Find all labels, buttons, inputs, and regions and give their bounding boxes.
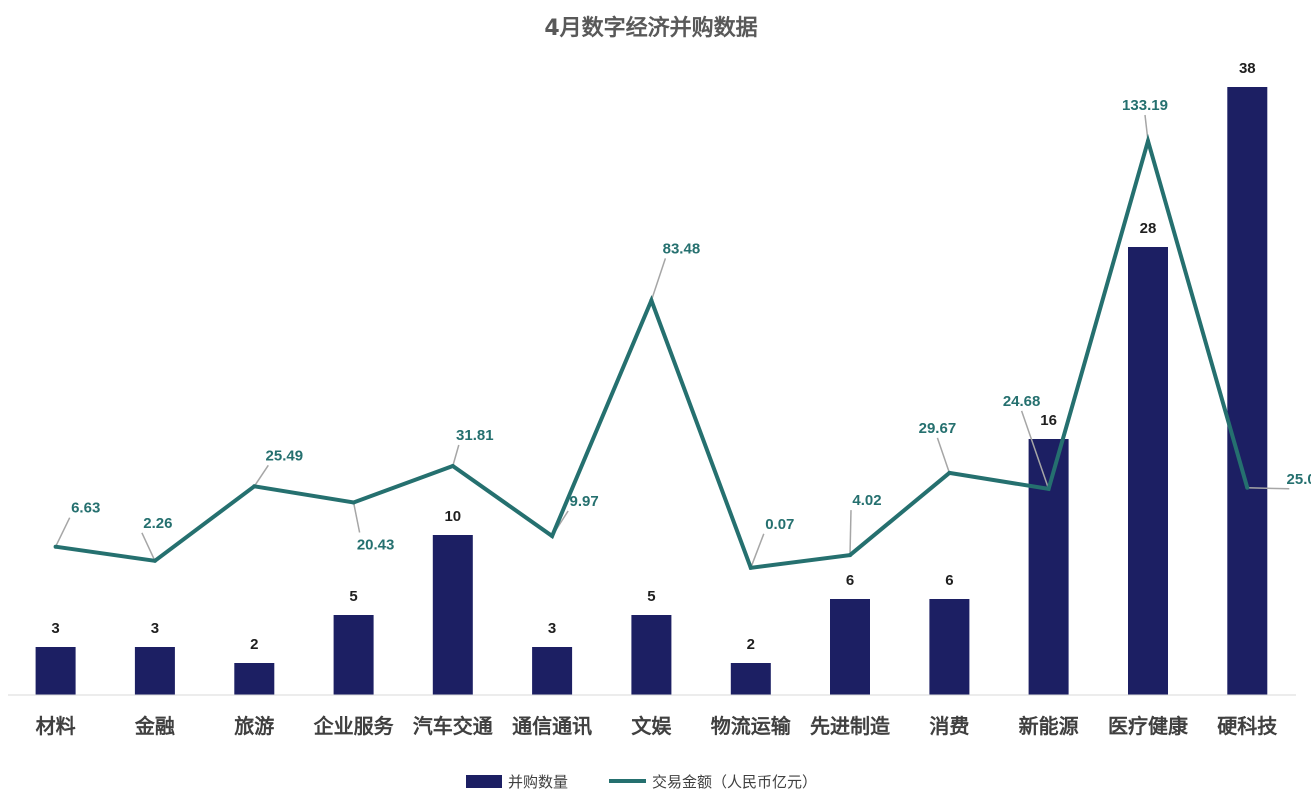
line-data-label: 24.68: [1003, 393, 1041, 410]
line-data-label: 133.19: [1122, 97, 1168, 114]
line-point: [450, 464, 455, 468]
line-data-label: 25.49: [266, 447, 304, 464]
label-leader-line: [54, 517, 71, 548]
line-point: [351, 500, 356, 505]
line-point: [252, 484, 257, 489]
line-point: [848, 553, 852, 558]
bar-data-label: 3: [548, 620, 556, 637]
category-label: 消费: [929, 714, 969, 738]
line-point: [53, 544, 58, 549]
line-series: [53, 133, 1250, 570]
line-data-label: 0.07: [765, 516, 794, 533]
category-label: 旅游: [234, 714, 274, 738]
category-label: 文娱: [631, 714, 672, 738]
bar-data-label: 16: [1040, 412, 1057, 429]
legend: 并购数量 交易金额（人民币亿元）: [466, 773, 817, 791]
bar: [1128, 247, 1168, 695]
bar-data-label: 6: [846, 572, 854, 589]
bar: [432, 535, 473, 695]
category-label: 通信通讯: [512, 714, 592, 738]
bar: [1227, 87, 1268, 695]
legend-line-label: 交易金额（人民币亿元）: [652, 773, 817, 791]
bar-data-label: 28: [1140, 220, 1157, 237]
line-point: [649, 298, 654, 303]
bar-data-label: 38: [1239, 60, 1256, 77]
line-point: [1245, 485, 1250, 490]
label-leader-line: [750, 533, 765, 569]
line-data-label: 20.43: [357, 537, 395, 554]
line-data-label: 4.02: [852, 492, 881, 509]
bar: [830, 599, 870, 695]
bar-data-labels: 3 3 2 5 10 3 5 2 6 6 16 28 38: [51, 60, 1255, 653]
bar: [234, 663, 275, 695]
category-label: 材料: [36, 714, 76, 738]
category-labels: 材料 金融 旅游 企业服务 汽车交通 通信通讯 文娱 物流运输 先进制造 消费 新能源 医疗健康 硬科技: [36, 714, 1279, 738]
line-data-label: 2.26: [143, 515, 172, 532]
label-leader-line: [141, 532, 156, 562]
line-data-label: 29.67: [919, 420, 957, 437]
line-data-label: 83.48: [663, 240, 701, 257]
line-data-label: 9.97: [569, 493, 598, 510]
line-point: [152, 558, 157, 563]
category-label: 金融: [134, 714, 175, 738]
category-label: 医疗健康: [1108, 714, 1189, 738]
bar: [134, 647, 175, 695]
category-label: 物流运输: [711, 714, 792, 738]
category-label: 硬科技: [1217, 714, 1278, 738]
bar: [1028, 439, 1069, 695]
line-data-label: 31.81: [456, 427, 494, 444]
label-leader-line: [936, 437, 951, 474]
label-leader-line: [849, 510, 852, 556]
bar-data-label: 5: [349, 588, 357, 605]
bar-data-label: 3: [51, 620, 59, 637]
line-point: [947, 470, 952, 475]
category-label: 新能源: [1019, 714, 1079, 738]
label-leader-line: [1247, 487, 1290, 490]
bar: [532, 647, 573, 695]
category-label: 企业服务: [313, 714, 395, 738]
bar: [333, 615, 374, 695]
category-label: 汽车交通: [413, 714, 493, 738]
bar: [631, 615, 672, 695]
chart-title: 4月数字经济并购数据: [544, 15, 757, 41]
label-leader-line: [650, 258, 667, 301]
bar-data-label: 5: [647, 588, 655, 605]
bar-data-label: 2: [747, 636, 755, 653]
bar: [730, 663, 771, 695]
leader-lines: [54, 114, 1290, 569]
bar-data-label: 6: [945, 572, 953, 589]
label-leader-line: [452, 444, 460, 467]
bar-series: [35, 87, 1268, 695]
bar-data-label: 2: [250, 636, 258, 653]
bar-data-label: 10: [444, 508, 461, 525]
bar-data-label: 3: [151, 620, 159, 637]
label-leader-line: [253, 464, 269, 487]
line-point: [1046, 486, 1051, 491]
legend-bar-label: 并购数量: [508, 773, 568, 791]
line-data-label: 6.63: [71, 500, 100, 517]
legend-bar-swatch: [466, 775, 502, 788]
category-label: 先进制造: [810, 714, 891, 738]
line-point: [748, 565, 753, 570]
line-data-label: 25.03: [1287, 471, 1311, 488]
label-leader-line: [352, 502, 361, 533]
label-leader-line: [1020, 410, 1050, 490]
line-data-labels: 6.63 2.26 25.49 20.43 31.81 9.97 83.48 0.07 4.02…: [71, 97, 1311, 554]
line-point: [1146, 139, 1150, 143]
bar: [929, 599, 970, 695]
line-point: [550, 534, 555, 538]
bar: [35, 647, 76, 695]
